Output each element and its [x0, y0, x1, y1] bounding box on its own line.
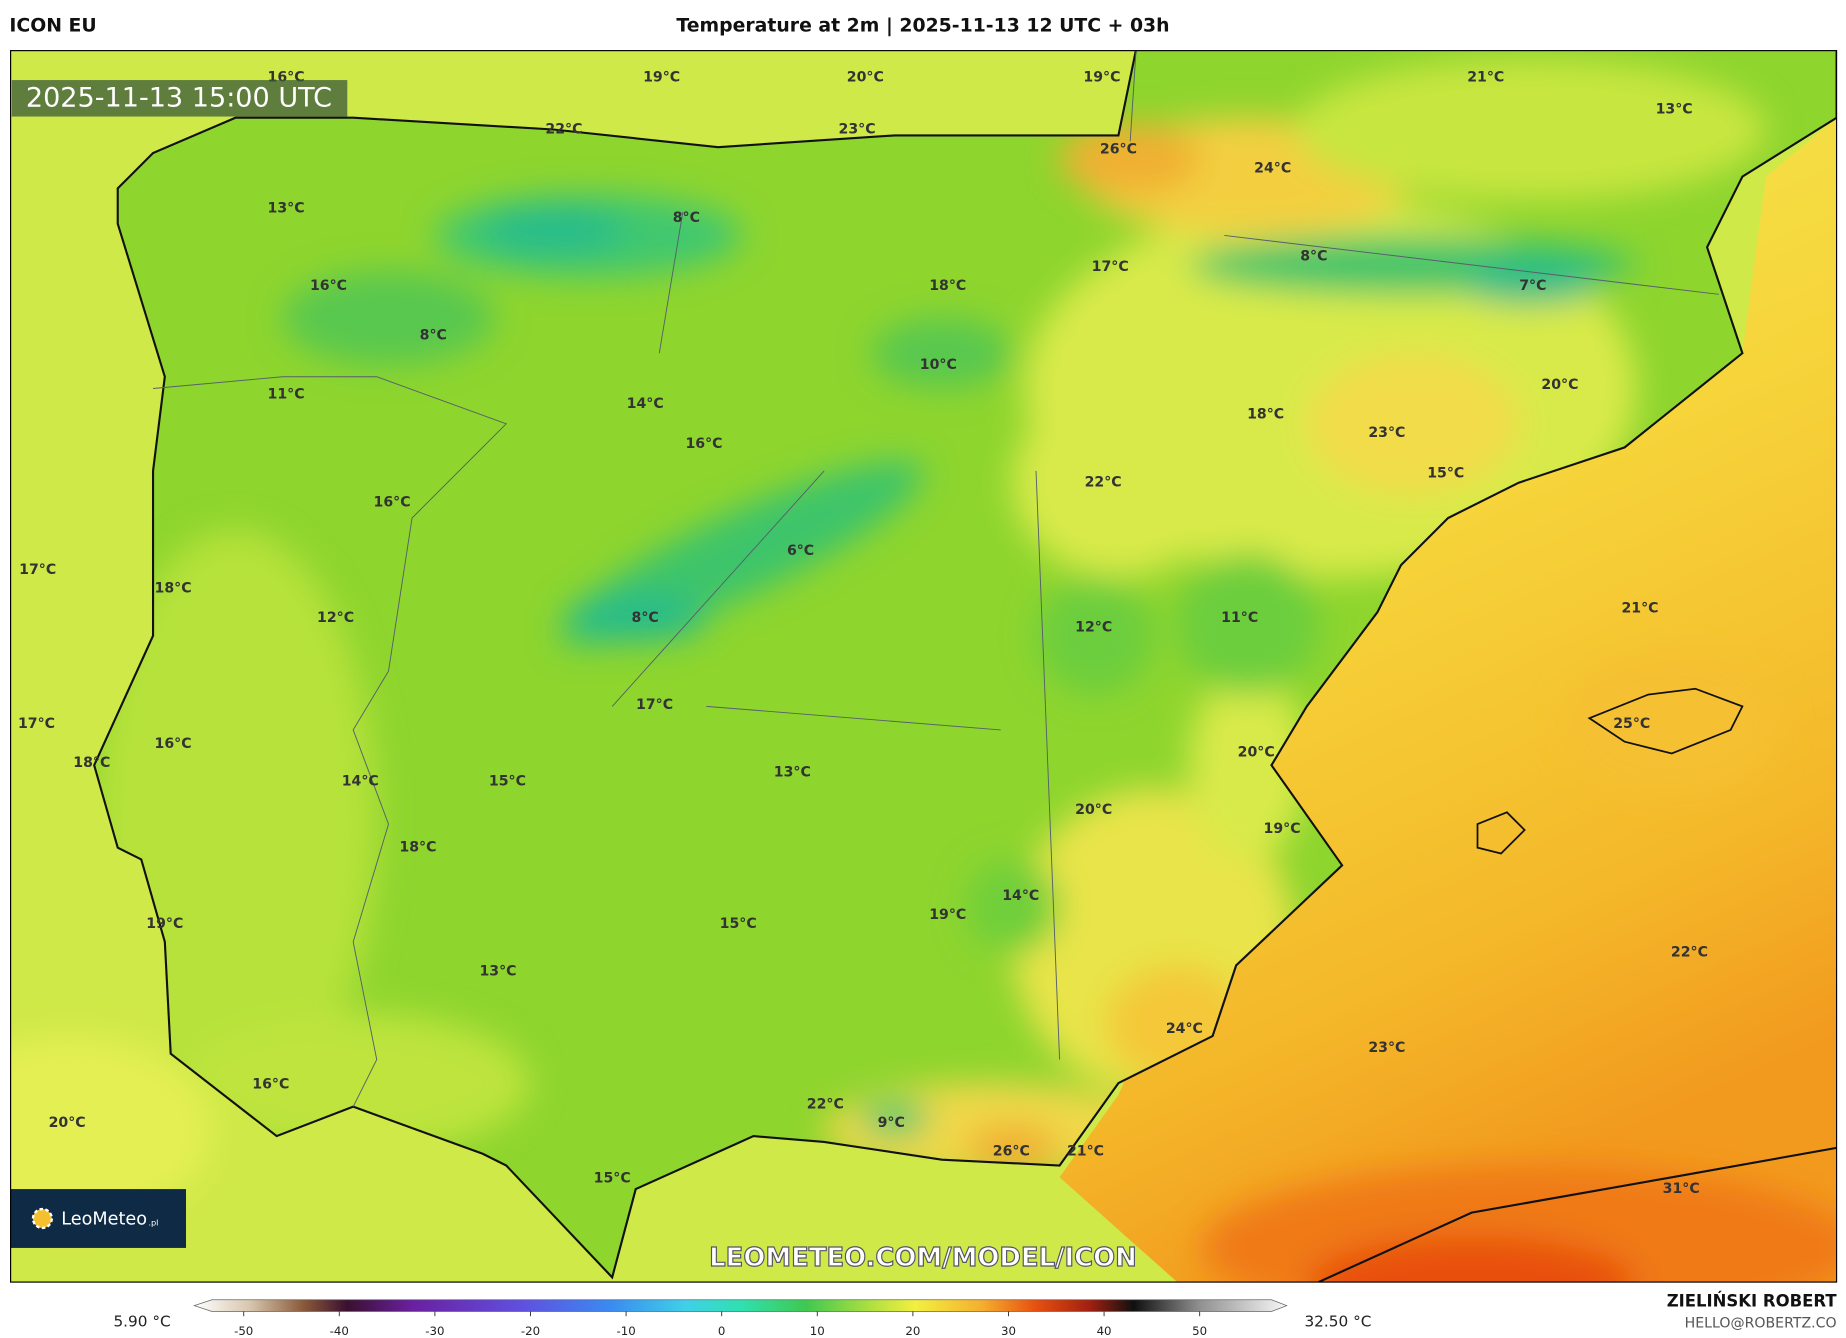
temperature-label: 14°C [342, 774, 379, 790]
temperature-labels: 16°C 19°C 20°C 19°C 21°C 13°C 22°C 23°C 26°C 24°C… [18, 70, 1708, 1197]
timestamp-box [11, 80, 348, 117]
balearics [1476, 687, 1744, 855]
logo-text: LeoMeteo [61, 1210, 147, 1230]
temperature-label: 16°C [155, 736, 192, 752]
temperature-label: 14°C [627, 396, 664, 412]
temperature-label: 16°C [685, 436, 722, 452]
temperature-label: 19°C [1264, 821, 1301, 837]
logo-icon [31, 1207, 53, 1230]
temperature-label: 18°C [155, 581, 192, 597]
temperature-label: 21°C [1467, 70, 1504, 86]
temperature-label: 19°C [643, 70, 680, 86]
temperature-label: 8°C [420, 328, 447, 344]
temperature-label: 26°C [993, 1143, 1030, 1159]
temperature-label: 15°C [489, 774, 526, 790]
temperature-label: 20°C [1075, 802, 1112, 818]
temperature-label: 20°C [1238, 744, 1275, 760]
temperature-label: 25°C [1613, 716, 1650, 732]
colorbar-tick-label: -10 [616, 1324, 635, 1338]
temperature-label: 8°C [673, 210, 700, 226]
temperature-label: 22°C [545, 122, 582, 138]
temperature-label: 13°C [268, 200, 305, 216]
temperature-label: 16°C [374, 495, 411, 511]
temperature-label: 13°C [479, 963, 516, 979]
colorbar-tick-label: -20 [521, 1324, 540, 1338]
temperature-label: 20°C [847, 70, 884, 86]
temperature-label: 12°C [317, 610, 354, 626]
temperature-label: 13°C [1656, 101, 1693, 117]
temperature-label: 22°C [1671, 944, 1708, 960]
temperature-label: 24°C [1254, 160, 1291, 176]
temperature-label: 6°C [787, 543, 814, 559]
africa-coast [1318, 1146, 1837, 1283]
colorbar-tick-label: -30 [425, 1324, 444, 1338]
sea-shading [10, 653, 1837, 1283]
temperature-label: 21°C [1621, 601, 1658, 617]
temperature-label: 7°C [1519, 278, 1546, 294]
colorbar-max: 32.50 °C [1304, 1313, 1371, 1331]
temperature-label: 8°C [1300, 249, 1327, 265]
temperature-label: 18°C [1247, 406, 1284, 422]
map-frame [10, 50, 1838, 1283]
temperature-label: 12°C [1075, 620, 1112, 636]
title: Temperature at 2m | 2025-11-13 12 UTC + … [676, 15, 1169, 36]
colorbar-tick-label: 50 [1192, 1324, 1207, 1338]
colorbar-tick-label: -40 [330, 1324, 349, 1338]
temperature-label: 16°C [252, 1076, 289, 1092]
temperature-label: 10°C [920, 357, 957, 373]
temperature-label: 16°C [310, 278, 347, 294]
colorbar [193, 1299, 1288, 1312]
temperature-label: 20°C [49, 1115, 86, 1131]
temperature-label: 21°C [1067, 1143, 1104, 1159]
temperature-label: 23°C [1368, 1040, 1405, 1056]
model-name: ICON EU [9, 15, 96, 36]
author-name: ZIELIŃSKI ROBERT [1667, 1292, 1838, 1311]
temperature-label: 17°C [636, 697, 673, 713]
temperature-label: 20°C [1541, 377, 1578, 393]
temperature-label: 13°C [774, 764, 811, 780]
borders [153, 50, 1719, 1107]
colorbar-min: 5.90 °C [113, 1313, 170, 1331]
temperature-label: 15°C [1427, 465, 1464, 481]
colorbar-ticks: -50 -40 -30 -20 -10 0 10 20 30 40 50 [234, 1311, 1207, 1338]
temperature-label: 19°C [146, 916, 183, 932]
temperature-label: 19°C [929, 907, 966, 923]
temperature-label: 19°C [1083, 70, 1120, 86]
temperature-label: 26°C [1100, 142, 1137, 158]
temperature-label: 23°C [1368, 425, 1405, 441]
temperature-label: 15°C [594, 1170, 631, 1186]
temperature-label: 11°C [268, 386, 305, 402]
temperature-label: 14°C [1002, 888, 1039, 904]
colorbar-tick-label: 0 [718, 1324, 726, 1338]
temperature-label: 18°C [929, 278, 966, 294]
temperature-label: 18°C [73, 755, 110, 771]
colorbar-tick-label: -50 [234, 1324, 253, 1338]
logo-suffix: .pl [148, 1218, 158, 1228]
temperature-label: 24°C [1166, 1021, 1203, 1037]
watermark: LEOMETEO.COM/MODEL/ICON [709, 1243, 1137, 1273]
temperature-label: 8°C [632, 610, 659, 626]
colorbar-tick-label: 10 [810, 1324, 825, 1338]
temperature-label: 17°C [19, 562, 56, 578]
temperature-label: 18°C [399, 840, 436, 856]
colorbar-tick-label: 20 [905, 1324, 920, 1338]
colorbar-tick-label: 40 [1097, 1324, 1112, 1338]
temperature-label: 31°C [1663, 1181, 1700, 1197]
temperature-label: 23°C [839, 122, 876, 138]
temperature-label: 22°C [1085, 475, 1122, 491]
colorbar-tick-label: 30 [1001, 1324, 1016, 1338]
temperature-label: 17°C [18, 716, 55, 732]
temperature-label: 11°C [1221, 610, 1258, 626]
temperature-label: 9°C [878, 1115, 905, 1131]
author-email: HELLO@ROBERTZ.CO [1685, 1315, 1837, 1331]
temperature-label: 22°C [807, 1096, 844, 1112]
timestamp: 2025-11-13 15:00 UTC [26, 82, 332, 113]
temperature-label: 15°C [720, 916, 757, 932]
temperature-label: 17°C [1092, 259, 1129, 275]
